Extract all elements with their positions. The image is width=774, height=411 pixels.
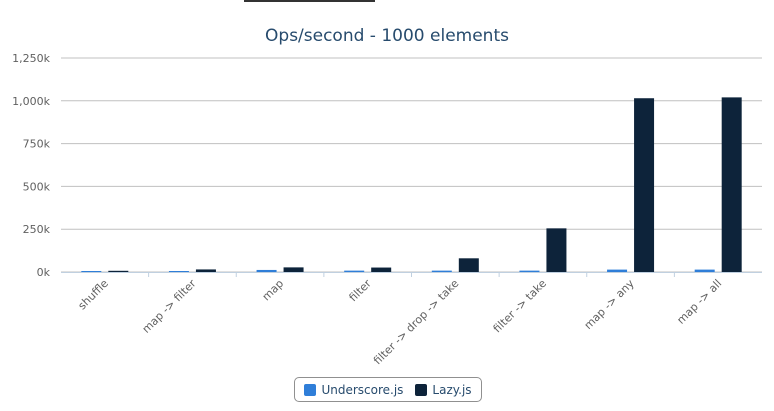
bar-lazy [195,269,216,272]
bar-underscore [694,269,715,272]
bar-underscore [344,270,365,272]
x-tick-label: filter -> take [491,277,550,336]
bar-lazy [721,97,742,272]
y-tick-label: 500k [23,180,51,193]
legend-label-underscore: Underscore.js [321,382,404,397]
legend-label-lazy: Lazy.js [432,382,472,397]
x-tick-label: map -> any [582,277,637,332]
x-tick-label: map [260,277,286,303]
bar-underscore [81,271,102,272]
y-tick-label: 1,000k [12,95,50,108]
x-tick-label: map -> all [674,277,724,327]
bar-underscore [431,270,452,272]
bar-underscore [519,270,540,272]
x-tick-label: shuffle [76,277,112,313]
x-tick-label: map -> filter [140,277,199,336]
bar-underscore [607,269,628,272]
bar-lazy [634,98,655,273]
top-divider [244,0,375,2]
bar-lazy [283,267,304,272]
bar-lazy [546,228,567,272]
legend-item-underscore[interactable]: Underscore.js [304,383,403,397]
bar-lazy [371,267,392,272]
legend: Underscore.js Lazy.js [294,377,482,402]
y-tick-label: 250k [23,223,51,236]
chart-title: Ops/second - 1000 elements [265,26,509,46]
y-tick-label: 0k [37,266,51,279]
y-tick-label: 1,250k [12,52,50,65]
x-tick-label: filter -> drop -> take [371,277,461,367]
bar-lazy [108,270,129,272]
legend-swatch-underscore [304,383,317,396]
legend-item-lazy[interactable]: Lazy.js [415,382,472,397]
bar-lazy [458,258,479,272]
y-tick-label: 750k [23,138,51,151]
legend-swatch-lazy [415,383,428,396]
bar-underscore [256,269,277,272]
bar-underscore [168,271,189,272]
x-tick-label: filter [347,277,375,305]
